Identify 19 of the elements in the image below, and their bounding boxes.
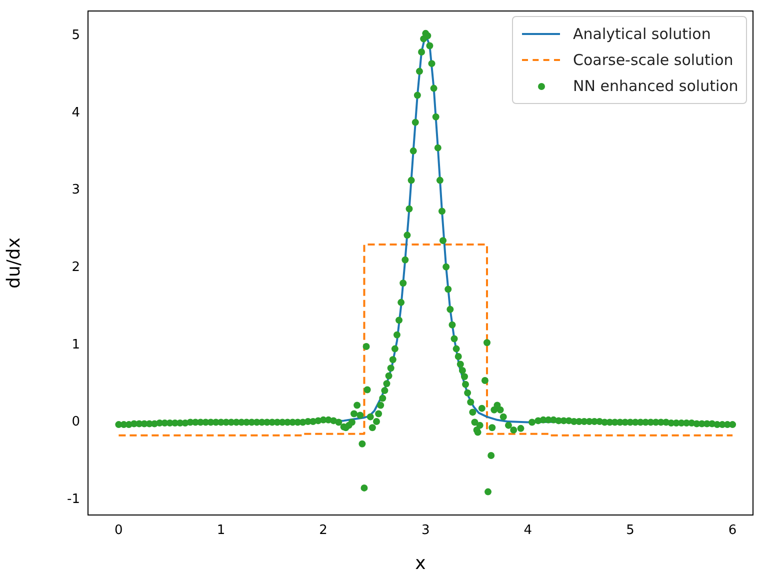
legend-label: Analytical solution	[573, 25, 711, 43]
y-tick-label: 4	[72, 105, 80, 120]
x-tick-label: 1	[216, 523, 226, 538]
x-tick-label: 0	[114, 523, 123, 538]
y-axis-title: du/dx	[3, 237, 24, 288]
y-tick-label: 0	[72, 414, 80, 430]
y-tick-label: 1	[72, 337, 80, 352]
y-tick-label: -1	[67, 492, 80, 507]
x-tick-label: 6	[728, 523, 737, 538]
x-tick-label: 5	[626, 523, 634, 538]
x-tick-label: 4	[524, 523, 532, 538]
legend-label: Coarse-scale solution	[573, 51, 734, 69]
legend-label: NN enhanced solution	[573, 77, 738, 95]
y-tick-label: 3	[72, 182, 80, 198]
x-tick-label: 3	[421, 523, 430, 538]
y-tick-label: 5	[72, 28, 80, 44]
x-axis-title: x	[415, 552, 426, 574]
x-tick-label: 2	[319, 523, 328, 538]
y-tick-label: 2	[72, 260, 80, 276]
